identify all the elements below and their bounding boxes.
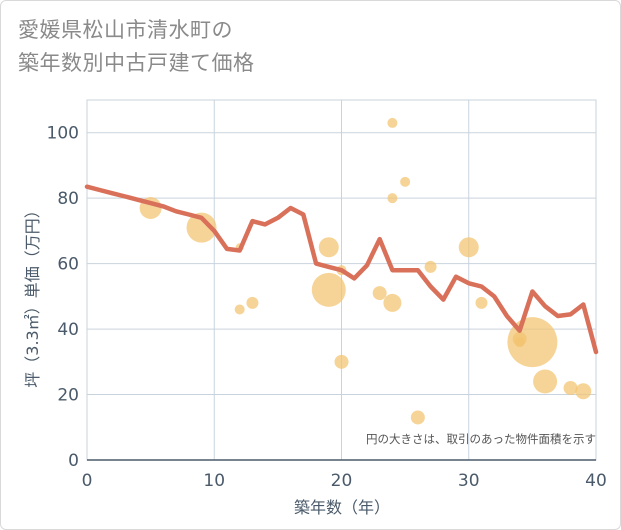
data-bubble xyxy=(424,260,437,273)
data-bubble xyxy=(318,237,339,258)
data-bubble xyxy=(372,286,387,301)
data-bubble xyxy=(575,383,592,400)
data-bubble xyxy=(458,237,479,258)
x-axis-title: 築年数（年） xyxy=(294,498,390,517)
data-bubble xyxy=(311,272,346,307)
data-bubble xyxy=(334,354,349,369)
x-tick-label: 40 xyxy=(585,471,607,491)
bubble-size-note: 円の大きさは、取引のあった物件面積を示す xyxy=(366,432,596,446)
data-bubble xyxy=(234,304,245,315)
x-tick-label: 30 xyxy=(458,471,480,491)
y-tick-label: 0 xyxy=(68,451,79,471)
y-axis-title: 坪（3.3㎡）単価（万円） xyxy=(23,202,42,387)
trend-line xyxy=(84,184,599,355)
data-bubble xyxy=(186,212,217,243)
trend-line-layer xyxy=(84,184,599,355)
chart-title: 愛媛県松山市清水町の 築年数別中古戸建て価格 xyxy=(18,14,255,80)
data-bubble xyxy=(246,296,259,309)
data-bubble xyxy=(387,193,398,204)
y-tick-label: 40 xyxy=(57,320,79,340)
y-tick-label: 60 xyxy=(57,255,79,275)
y-tick-label: 80 xyxy=(57,189,79,209)
data-bubble xyxy=(410,410,425,425)
x-tick-label: 0 xyxy=(82,471,93,491)
x-tick-label: 10 xyxy=(203,471,225,491)
y-tick-label: 100 xyxy=(47,124,79,144)
bubble-layer xyxy=(139,117,592,425)
chart-title-line1: 愛媛県松山市清水町の xyxy=(18,18,233,42)
axes: 0 10 20 30 40 0 20 40 60 80 100 xyxy=(47,124,607,491)
data-bubble xyxy=(533,369,558,394)
data-bubble xyxy=(563,381,578,395)
data-bubble xyxy=(387,117,398,128)
data-bubble xyxy=(400,176,411,187)
data-bubble xyxy=(514,337,525,348)
x-tick-label: 20 xyxy=(331,471,353,491)
y-tick-label: 20 xyxy=(57,386,79,406)
data-bubble xyxy=(383,293,402,312)
data-bubble xyxy=(475,296,488,309)
chart-title-line2: 築年数別中古戸建て価格 xyxy=(18,51,255,75)
